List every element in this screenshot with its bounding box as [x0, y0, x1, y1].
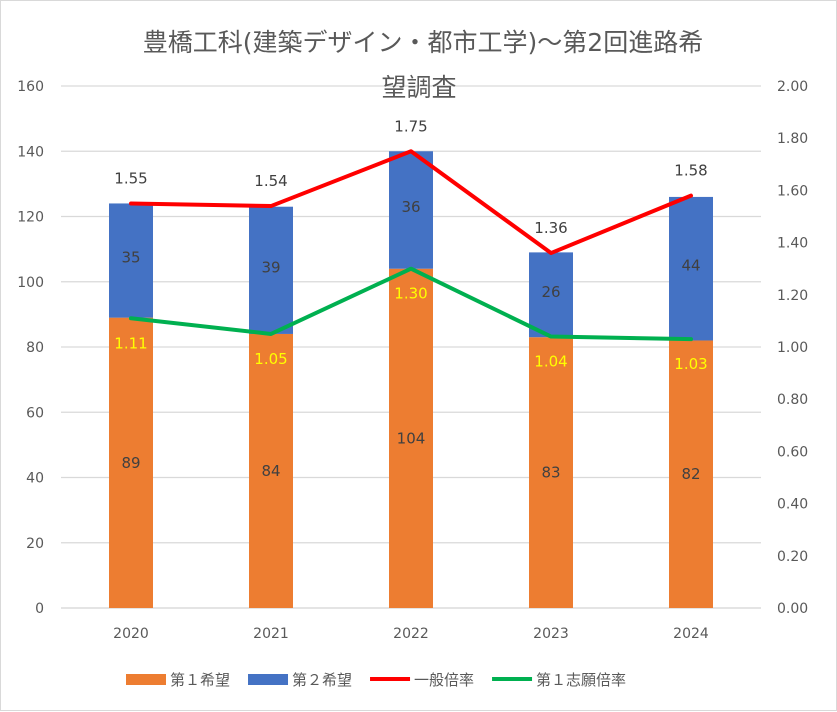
- x-tick-label: 2023: [533, 626, 569, 642]
- chart-title-line2: 望調査: [381, 73, 456, 102]
- bar-第２希望: [669, 196, 713, 341]
- y2-tick-label: 0.00: [777, 601, 808, 617]
- y2-tick-label: 0.40: [777, 497, 808, 513]
- y-tick-label: 100: [17, 275, 44, 291]
- line-data-label: 1.11: [114, 334, 147, 352]
- y-tick-label: 0: [35, 601, 44, 617]
- legend-label: 第１志願倍率: [536, 671, 626, 689]
- x-tick-label: 2024: [673, 626, 709, 642]
- line-第１志願倍率: [129, 266, 693, 342]
- bar-data-label: 83: [541, 464, 560, 482]
- legend-swatch: [248, 674, 289, 685]
- line-一般倍率: [129, 149, 693, 256]
- bar-第１希望: [109, 317, 153, 608]
- y-tick-label: 160: [17, 79, 44, 95]
- y2-tick-label: 1.20: [777, 288, 808, 304]
- legend-label: 第１希望: [170, 671, 230, 689]
- bar-data-label: 35: [121, 249, 140, 267]
- legend-swatch: [126, 674, 166, 685]
- chart-title: 豊橋工科(建築デザイン・都市工学)～第2回進路希: [143, 28, 703, 57]
- line-data-label: 1.05: [254, 350, 287, 368]
- x-tick-label: 2021: [253, 626, 289, 642]
- bar-data-label: 89: [121, 454, 140, 472]
- y2-tick-label: 2.00: [777, 79, 808, 95]
- x-tick-label: 2020: [113, 626, 149, 642]
- line-data-label: 1.54: [254, 172, 287, 190]
- y-tick-label: 140: [17, 144, 44, 160]
- y2-tick-label: 0.60: [777, 444, 808, 460]
- bar-第１希望: [529, 337, 573, 608]
- y2-tick-label: 1.80: [777, 131, 808, 147]
- y2-tick-label: 0.80: [777, 392, 808, 408]
- line-data-label: 1.04: [534, 353, 567, 371]
- y-tick-label: 80: [26, 340, 44, 356]
- line-data-label: 1.55: [114, 169, 147, 187]
- y2-tick-label: 0.20: [777, 549, 808, 565]
- y2-tick-label: 1.00: [777, 340, 808, 356]
- bar-第１希望: [669, 340, 713, 608]
- bar-data-label: 44: [681, 257, 700, 275]
- bar-data-label: 26: [541, 283, 560, 301]
- bar-第２希望: [389, 151, 433, 269]
- legend-label: 第２希望: [292, 671, 352, 689]
- bar-data-label: 104: [397, 429, 426, 447]
- bar-第１希望: [249, 333, 293, 608]
- line-data-label: 1.58: [674, 162, 707, 180]
- bar-第２希望: [249, 206, 293, 334]
- bar-data-label: 39: [261, 258, 280, 276]
- y-tick-label: 120: [17, 210, 44, 226]
- line-data-label: 1.03: [674, 355, 707, 373]
- line-data-label: 1.30: [394, 285, 427, 303]
- bar-第２希望: [109, 203, 153, 318]
- y-tick-label: 60: [26, 405, 44, 421]
- line-data-label: 1.75: [394, 117, 427, 135]
- x-tick-label: 2022: [393, 626, 429, 642]
- bar-第１希望: [389, 268, 433, 608]
- bar-data-label: 84: [261, 462, 280, 480]
- y2-tick-label: 1.60: [777, 183, 808, 199]
- legend-label: 一般倍率: [414, 671, 474, 689]
- bar-data-label: 82: [681, 465, 700, 483]
- line-data-label: 1.36: [534, 219, 567, 237]
- bar-data-label: 36: [401, 198, 420, 216]
- y2-tick-label: 1.40: [777, 236, 808, 252]
- y-tick-label: 20: [26, 536, 44, 552]
- bar-第２希望: [529, 252, 573, 338]
- y-tick-label: 40: [26, 471, 44, 487]
